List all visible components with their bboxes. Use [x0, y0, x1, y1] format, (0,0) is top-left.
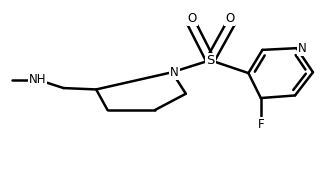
Text: N: N	[170, 66, 179, 79]
Text: O: O	[225, 12, 234, 25]
Text: S: S	[206, 54, 215, 67]
Text: N: N	[298, 42, 307, 55]
Text: F: F	[258, 118, 264, 131]
Text: NH: NH	[29, 73, 46, 87]
Text: O: O	[188, 12, 197, 25]
